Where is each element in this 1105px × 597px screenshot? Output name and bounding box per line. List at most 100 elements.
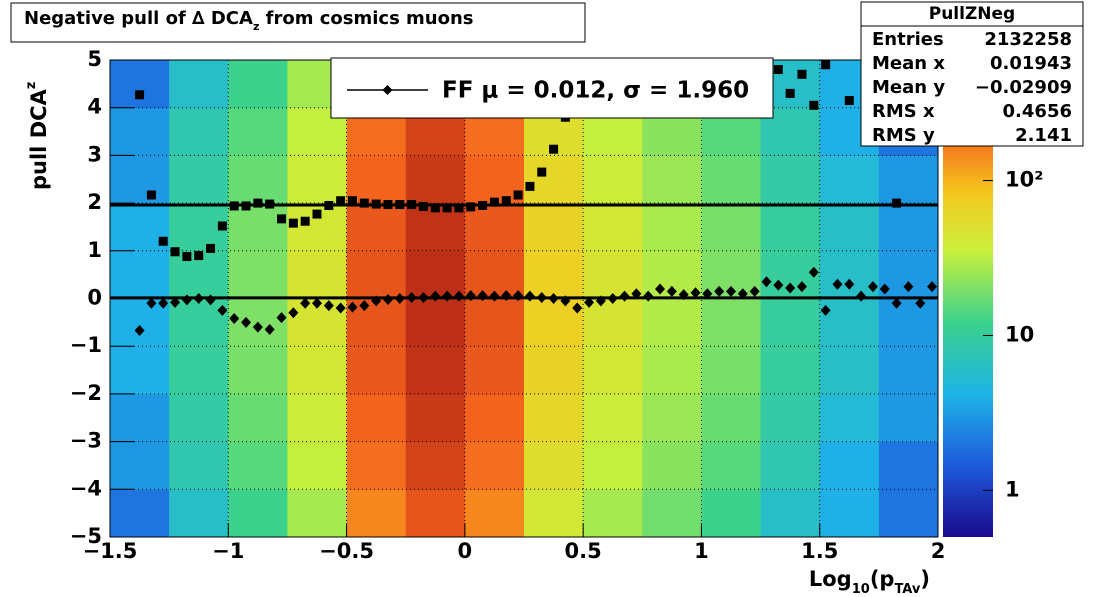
y-tick-label: −1 xyxy=(70,333,102,357)
diamond-marker xyxy=(477,290,488,302)
heatmap-cell xyxy=(405,441,466,490)
diamond-marker xyxy=(927,281,938,293)
square-marker xyxy=(430,203,440,213)
square-marker xyxy=(418,201,428,211)
heatmap-cell xyxy=(701,155,762,204)
diamond-marker xyxy=(737,288,748,300)
square-marker xyxy=(537,167,547,177)
diamond-marker xyxy=(193,293,204,304)
square-marker xyxy=(442,203,452,213)
diamond-marker xyxy=(513,290,524,302)
heatmap-cell xyxy=(405,155,466,204)
heatmap-cell xyxy=(110,298,170,347)
diamond-marker xyxy=(536,292,547,304)
heatmap-cell xyxy=(169,441,229,490)
heatmap-cell xyxy=(524,441,584,490)
diamond-marker xyxy=(891,297,902,309)
y-tick-label: 0 xyxy=(87,286,102,310)
x-axis-label: Log10(pTAv) xyxy=(809,567,930,597)
heatmap-cell xyxy=(228,393,288,443)
heatmap-cell xyxy=(819,441,880,490)
heatmap-cell xyxy=(878,155,939,204)
diamond-marker xyxy=(643,290,654,302)
square-marker xyxy=(300,216,310,226)
diamond-marker xyxy=(690,287,701,299)
heatmap-cell xyxy=(701,489,762,538)
heatmap-cell xyxy=(464,489,525,538)
heatmap-cell xyxy=(819,155,880,204)
diamond-marker xyxy=(761,276,772,288)
heatmap-cell xyxy=(583,298,643,347)
diamond-marker xyxy=(666,285,677,297)
diamond-marker xyxy=(134,324,145,336)
square-marker xyxy=(229,201,239,211)
heatmap-cell xyxy=(228,489,288,538)
heatmap-cell xyxy=(524,203,584,252)
stats-key: Entries xyxy=(872,29,944,50)
heatmap-cell xyxy=(228,441,288,490)
square-marker xyxy=(466,202,476,212)
diamond-marker xyxy=(524,290,535,302)
stats-value: 2132258 xyxy=(984,29,1072,50)
heatmap-cell xyxy=(583,489,643,538)
heatmap-cell xyxy=(169,346,229,395)
square-marker xyxy=(170,247,180,257)
diamond-marker xyxy=(808,266,819,278)
heatmap-cell xyxy=(228,155,288,204)
square-marker xyxy=(773,65,783,75)
square-marker xyxy=(478,200,488,210)
heatmap-cell xyxy=(228,107,288,156)
heatmap-cell xyxy=(819,489,880,538)
heatmap-cell xyxy=(228,203,288,252)
heatmap-cell xyxy=(346,203,407,252)
heatmap-cell xyxy=(405,298,466,347)
heatmap-cell xyxy=(642,203,702,252)
legend-marker xyxy=(382,85,393,95)
title-box xyxy=(10,2,586,43)
heatmap-cell xyxy=(346,155,407,204)
heatmap-cell xyxy=(583,250,643,299)
heatmap-cell xyxy=(701,346,762,395)
diamond-marker xyxy=(146,297,157,309)
heatmap-cell xyxy=(642,346,702,395)
square-marker xyxy=(549,144,559,154)
diamond-marker xyxy=(572,302,583,314)
heatmap-cell xyxy=(760,489,821,538)
heatmap-cell xyxy=(642,298,702,347)
square-marker xyxy=(371,199,381,209)
diamond-marker xyxy=(276,312,287,324)
diamond-marker xyxy=(465,290,476,302)
square-marker xyxy=(454,203,464,213)
square-marker xyxy=(844,96,854,106)
diamond-marker xyxy=(252,321,263,333)
heatmap-cell xyxy=(642,155,702,204)
y-tick-label: −2 xyxy=(70,381,102,405)
square-marker xyxy=(217,221,227,231)
square-marker xyxy=(513,190,523,200)
diamond-marker xyxy=(595,295,606,307)
y-tick-label: −4 xyxy=(70,476,102,500)
diamond-marker xyxy=(430,290,441,302)
square-marker xyxy=(383,200,393,210)
heatmap-cell xyxy=(346,489,407,538)
diamond-marker xyxy=(288,307,299,319)
heatmap-cell xyxy=(583,155,643,204)
heatmap-cell xyxy=(287,393,348,443)
y-tick-label: 5 xyxy=(87,47,102,71)
square-marker xyxy=(785,88,795,98)
heatmap-cell xyxy=(878,489,939,538)
heatmap-cell xyxy=(405,346,466,395)
diamond-marker xyxy=(796,281,807,293)
legend-label: FF μ = 0.012, σ = 1.960 xyxy=(442,78,749,104)
diamond-marker xyxy=(323,300,334,312)
y-tick-label: −3 xyxy=(70,429,102,453)
diamond-marker xyxy=(832,278,843,290)
diamond-marker xyxy=(867,281,878,293)
square-marker xyxy=(277,214,287,224)
y-tick-label: −5 xyxy=(70,524,102,548)
y-axis-label: pull DCAz xyxy=(24,82,52,190)
heatmap-cell xyxy=(642,489,702,538)
heatmap-cell xyxy=(169,107,229,156)
stats-value: 2.141 xyxy=(1015,125,1072,146)
square-marker xyxy=(809,100,819,110)
